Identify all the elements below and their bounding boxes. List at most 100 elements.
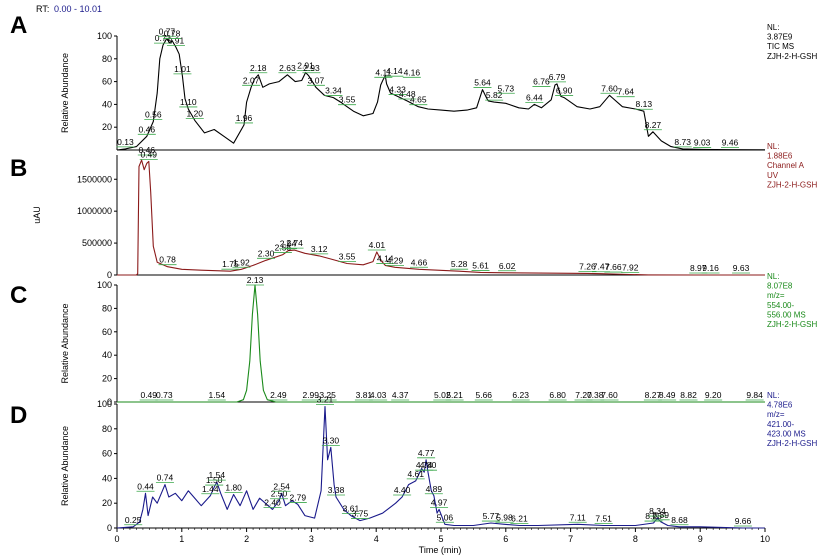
peak-label: 9.84	[746, 390, 763, 400]
info-line: 8.07E8	[767, 282, 793, 291]
info-line: NL:	[767, 391, 779, 400]
peak-label: 5.21	[446, 390, 463, 400]
peak-label: 2.18	[250, 63, 267, 73]
peak-label: 5.64	[474, 78, 491, 88]
peak-label: 2.54	[273, 481, 290, 491]
y-tick-label: 0	[107, 270, 112, 280]
panel-B: B 0 500000 1000000 1500000 uAU 0.460.49 0.78 1.7…	[10, 142, 817, 280]
peak-label: 4.01	[369, 240, 386, 250]
y-tick-label: 40	[102, 350, 112, 360]
peak-label: 6.02	[499, 261, 516, 271]
peak-label: 5.73	[498, 83, 515, 93]
peak-label: 0.74	[157, 473, 174, 483]
series-trace	[117, 284, 765, 403]
rt-range: 0.00 - 10.01	[54, 4, 102, 14]
peak-label: 3.07	[308, 75, 325, 85]
peak-label: 4.14	[386, 66, 403, 76]
peak-label: 3.21	[317, 394, 334, 404]
y-axis-label: Relative Abundance	[60, 303, 70, 383]
peak-label: 5.06	[437, 512, 454, 522]
info-line: ZJH-2-H-GSH	[767, 439, 817, 448]
x-tick-label: 3	[309, 534, 314, 544]
peak-label: 8.68	[671, 515, 688, 525]
peak-label: 3.38	[328, 485, 345, 495]
peak-label: 5.28	[451, 259, 468, 269]
peak-label: 3.12	[311, 244, 328, 254]
peak-label: 1.54	[209, 390, 226, 400]
peak-label: 6.23	[512, 390, 529, 400]
x-tick-label: 0	[114, 534, 119, 544]
info-line: UV	[767, 171, 779, 180]
peak-label: 3.34	[325, 86, 342, 96]
peak-label: 2.91	[297, 60, 314, 70]
peak-label: 9.20	[705, 390, 722, 400]
peak-label: 7.11	[570, 512, 586, 522]
series-trace	[116, 405, 765, 529]
info-line: NL:	[767, 272, 779, 281]
peak-label: 0.56	[145, 110, 162, 120]
peak-label: 9.16	[702, 263, 719, 273]
peak-label: 4.74	[416, 460, 433, 470]
info-line: NL:	[767, 23, 779, 32]
peak-label: 1.20	[186, 108, 203, 118]
y-tick-label: 100	[97, 31, 112, 41]
info-line: ZJH-2-H-GSH	[767, 320, 817, 329]
peak-label: 5.61	[472, 260, 489, 270]
peak-label: 4.89	[426, 484, 443, 494]
peak-label: 8.82	[680, 390, 697, 400]
info-line: TIC MS	[767, 42, 794, 51]
peak-label: 5.02	[434, 390, 451, 400]
peak-label: 4.61	[407, 469, 424, 479]
peak-label: 9.63	[733, 263, 750, 273]
x-axis-label: Time (min)	[419, 545, 462, 555]
peak-label: 3.30	[323, 435, 340, 445]
peak-label: 6.79	[549, 72, 566, 82]
x-tick-label: 2	[244, 534, 249, 544]
peak-label: 1.96	[236, 113, 253, 123]
peak-label: 6.80	[549, 390, 566, 400]
peak-label: 7.66	[605, 262, 622, 272]
peak-label: 8.27	[645, 390, 662, 400]
x-tick-label: 10	[760, 534, 770, 544]
peak-label: 5.77	[483, 511, 500, 521]
y-tick-label: 60	[102, 327, 112, 337]
info-line: NL:	[767, 142, 779, 151]
peak-label: 0.77	[159, 26, 176, 36]
peak-label: 2.50	[271, 489, 288, 499]
peak-label: 0.13	[117, 137, 134, 147]
panel-label: B	[10, 155, 27, 182]
x-tick-label: 6	[503, 534, 508, 544]
peak-label: 2.93	[303, 63, 320, 73]
peak-label: 5.82	[486, 90, 503, 100]
info-line: 421.00-	[767, 420, 794, 429]
peak-label: 6.21	[511, 514, 528, 524]
info-line: 3.87E9	[767, 33, 793, 42]
peak-label: 0.25	[125, 515, 142, 525]
series-trace	[117, 159, 765, 276]
peak-label: 1.54	[209, 470, 226, 480]
peak-label: 2.40	[264, 497, 281, 507]
peak-label: 4.80	[420, 460, 437, 470]
y-tick-label: 20	[102, 498, 112, 508]
peak-label: 3.61	[343, 504, 360, 514]
peak-label: 4.16	[404, 67, 421, 77]
peak-label: 1.80	[225, 483, 242, 493]
info-line: m/z=	[767, 291, 785, 300]
peak-label: 0.49	[140, 390, 157, 400]
peak-label: 7.47	[593, 262, 610, 272]
panel-label: A	[10, 12, 27, 39]
peak-label: 8.27	[645, 120, 662, 130]
peak-label: 2.79	[290, 492, 307, 502]
y-tick-label: 20	[102, 122, 112, 132]
info-line: m/z=	[767, 410, 785, 419]
peak-label: 0.91	[168, 35, 185, 45]
y-tick-label: 0	[107, 523, 112, 533]
y-axis-label: uAU	[32, 206, 42, 224]
y-tick-label: 60	[102, 449, 112, 459]
y-tick-label: 80	[102, 424, 112, 434]
peak-label: 0.78	[159, 255, 176, 265]
x-tick-label: 4	[374, 534, 379, 544]
peak-label: 7.60	[601, 83, 618, 93]
x-tick-label: 8	[633, 534, 638, 544]
peak-label: 1.10	[180, 97, 197, 107]
